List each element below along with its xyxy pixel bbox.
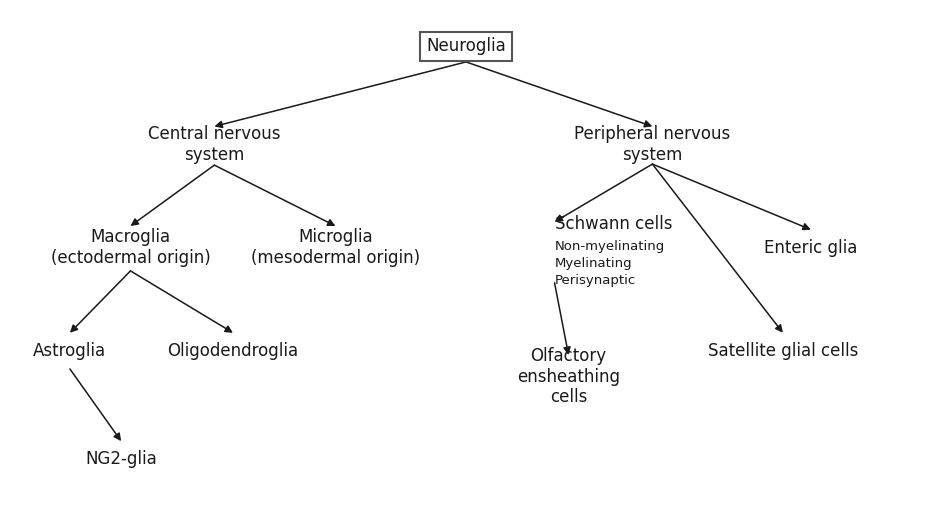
Text: Astroglia: Astroglia <box>34 342 106 360</box>
Text: Central nervous
system: Central nervous system <box>148 125 281 164</box>
Text: Enteric glia: Enteric glia <box>764 239 857 256</box>
Text: Peripheral nervous
system: Peripheral nervous system <box>574 125 731 164</box>
Text: Microglia
(mesodermal origin): Microglia (mesodermal origin) <box>251 228 420 267</box>
Text: Schwann cells: Schwann cells <box>555 216 672 233</box>
Text: Oligodendroglia: Oligodendroglia <box>168 342 298 360</box>
Text: Non-myelinating
Myelinating
Perisynaptic: Non-myelinating Myelinating Perisynaptic <box>555 239 665 287</box>
Text: NG2-glia: NG2-glia <box>86 450 157 468</box>
Text: Olfactory
ensheathing
cells: Olfactory ensheathing cells <box>517 347 620 407</box>
Text: Macroglia
(ectodermal origin): Macroglia (ectodermal origin) <box>50 228 211 267</box>
Text: Neuroglia: Neuroglia <box>426 38 506 55</box>
Text: Satellite glial cells: Satellite glial cells <box>707 342 858 360</box>
